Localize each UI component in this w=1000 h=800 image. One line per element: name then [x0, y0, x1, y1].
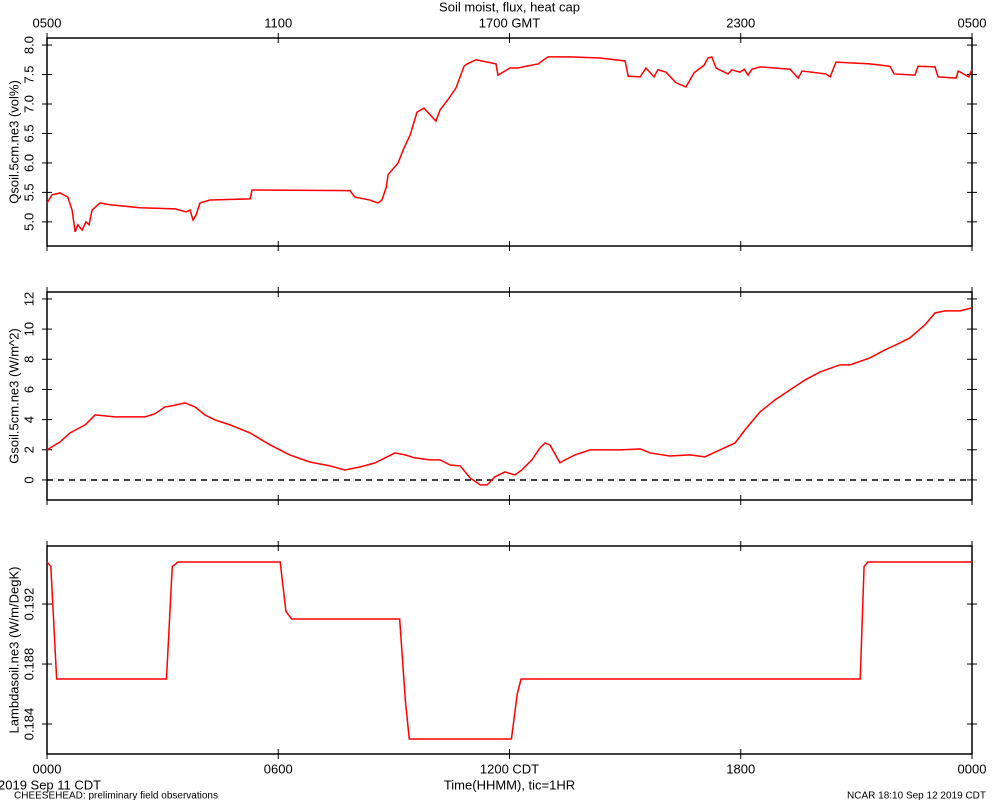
x-tick-label: 0000 [958, 761, 987, 776]
y-tick-label: 0 [21, 476, 36, 483]
y-tick-label: 7.5 [21, 65, 36, 83]
x-tick-label: 1800 [726, 761, 755, 776]
x-tick-label: 0000 [33, 761, 62, 776]
y-tick-label: 10 [21, 322, 36, 336]
x2-tick-label: 1100 [264, 15, 292, 30]
data-line [46, 307, 973, 486]
y-tick-label: 6.5 [21, 124, 36, 142]
y-tick-label: 7.0 [21, 95, 36, 113]
x-tick-label: 0600 [264, 761, 293, 776]
project-label: CHEESEHEAD: preliminary field observatio… [14, 791, 218, 800]
data-line [46, 55, 973, 233]
x2-tick-label: 1700 GMT [479, 15, 540, 30]
y-tick-label: 2 [21, 446, 36, 453]
y-tick-label: 6.0 [21, 154, 36, 172]
data-line [46, 561, 972, 740]
y-axis-label: Lambdasoil.ne3 (W/m/DegK) [6, 567, 21, 734]
y-tick-label: 12 [21, 292, 36, 306]
y-tick-label: 0.184 [21, 708, 36, 741]
x2-tick-label: 2300 [726, 15, 755, 30]
x-axis-label: Time(HHMM), tic=1HR [444, 777, 575, 792]
y-tick-label: 0.188 [21, 648, 36, 681]
x2-tick-label: 0500 [958, 15, 987, 30]
y-tick-label: 8.0 [21, 36, 36, 54]
y-tick-label: 5.0 [21, 213, 36, 231]
y-tick-label: 8 [21, 356, 36, 363]
date-label: 2019 Sep 11 CDT [0, 777, 101, 792]
chart-title: Soil moist, flux, heat cap [439, 0, 580, 14]
stamp-label: NCAR 18:10 Sep 12 2019 CDT [847, 791, 986, 800]
y-tick-label: 5.5 [21, 183, 36, 201]
y-axis-label: Gsoil.5cm.ne3 (W/m^2) [6, 328, 21, 463]
x2-tick-label: 0500 [33, 15, 62, 30]
y-axis-label: Qsoil.5cm.ne3 (vol%) [6, 80, 21, 204]
y-tick-label: 0.192 [21, 588, 36, 621]
plot-frame [46, 291, 973, 501]
plot-frame [46, 545, 973, 755]
y-tick-label: 4 [21, 416, 36, 423]
x-tick-label: 1200 CDT [480, 761, 539, 776]
y-tick-label: 6 [21, 386, 36, 393]
